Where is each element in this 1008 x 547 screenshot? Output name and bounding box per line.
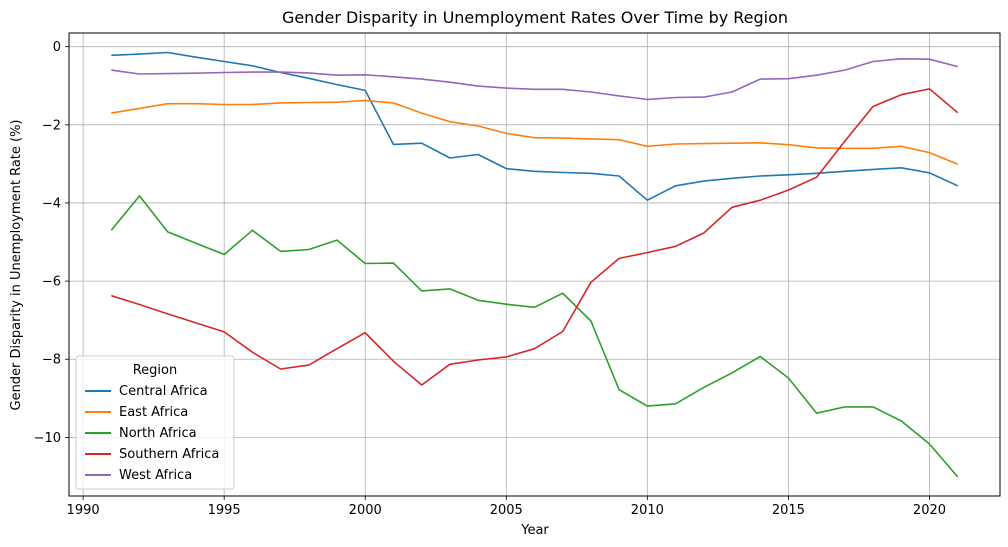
series-line-west-africa <box>111 57 958 101</box>
legend-label-west-africa: West Africa <box>119 468 192 483</box>
x-tick-label: 2000 <box>349 503 382 518</box>
legend-label-north-africa: North Africa <box>119 426 197 441</box>
x-tick-label: 2010 <box>631 503 664 518</box>
x-tick-label: 2015 <box>772 503 805 518</box>
y-tick-label: −6 <box>42 275 61 290</box>
x-tick-label: 2005 <box>490 503 523 518</box>
x-tick-label: 2020 <box>913 503 946 518</box>
series-line-east-africa <box>111 99 959 166</box>
legend-box <box>75 355 235 490</box>
legend-title: Region <box>133 363 178 378</box>
x-axis-label: Year <box>520 523 549 538</box>
x-tick-label: 1995 <box>208 503 241 518</box>
y-tick-label: −10 <box>34 431 61 446</box>
y-axis-label: Gender Disparity in Unemployment Rate (%… <box>9 119 24 410</box>
y-tick-label: 0 <box>53 40 61 55</box>
series-line-central-africa <box>111 51 959 201</box>
legend-label-east-africa: East Africa <box>119 405 188 420</box>
axis-ticks: 1990 1995 2000 2005 2010 2015 2020 0 −2 −4 −6 −8 −10 <box>34 40 946 518</box>
series-lines <box>110 51 959 478</box>
chart-title: Gender Disparity in Unemployment Rates O… <box>282 8 788 27</box>
plot-frame <box>68 32 1001 497</box>
y-tick-label: −8 <box>42 353 61 368</box>
series-line-southern-africa <box>111 88 959 386</box>
x-tick-label: 1990 <box>67 503 100 518</box>
legend-label-southern-africa: Southern Africa <box>119 447 219 462</box>
legend-label-central-africa: Central Africa <box>119 384 208 399</box>
y-tick-label: −2 <box>42 118 61 133</box>
series-line-north-africa <box>110 195 959 478</box>
y-tick-label: −4 <box>42 196 61 211</box>
legend: Region Central Africa East Africa North Afr… <box>75 355 235 490</box>
